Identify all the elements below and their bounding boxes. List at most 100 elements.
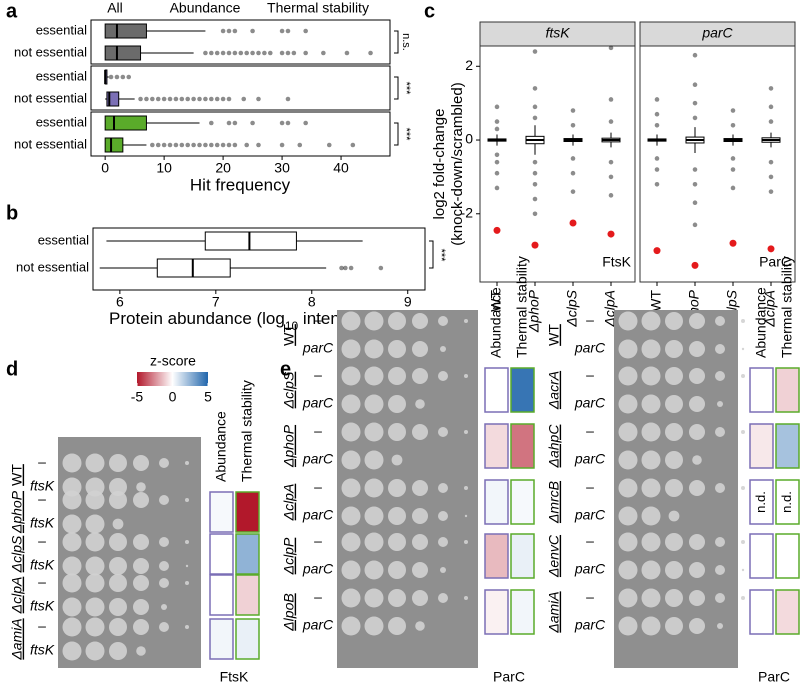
x-tick-label: 30 bbox=[274, 160, 290, 176]
facet-title: parC bbox=[701, 25, 733, 41]
colony-spot bbox=[618, 478, 638, 498]
outlier bbox=[285, 120, 291, 126]
colony-spot bbox=[668, 510, 680, 522]
colony-spot bbox=[85, 453, 105, 473]
protein-label: ParC bbox=[758, 669, 790, 685]
colony-spot bbox=[641, 560, 661, 580]
colony-spot bbox=[412, 534, 428, 550]
row-label: – bbox=[38, 574, 46, 590]
outlier bbox=[654, 111, 660, 117]
colony-spot bbox=[109, 557, 127, 575]
row-label: – bbox=[314, 423, 322, 439]
outlier bbox=[532, 181, 538, 187]
outlier bbox=[214, 142, 220, 148]
outlier bbox=[297, 142, 303, 148]
outlier bbox=[608, 193, 614, 198]
row-label: – bbox=[314, 533, 322, 549]
heat-cell bbox=[510, 533, 535, 579]
outlier bbox=[692, 82, 698, 88]
outlier bbox=[768, 159, 774, 165]
strain-label: ΔclpS bbox=[281, 371, 297, 409]
colony-spot bbox=[641, 394, 661, 414]
colorbar-tick-label: 0 bbox=[169, 389, 177, 405]
colony-spot bbox=[464, 596, 468, 600]
category-label: essential bbox=[36, 68, 87, 83]
colony-spot bbox=[412, 590, 428, 606]
box bbox=[204, 231, 297, 251]
colony-spot bbox=[109, 454, 127, 472]
colony-spot bbox=[62, 641, 82, 661]
heat-cell bbox=[235, 574, 260, 616]
colony-spot bbox=[689, 313, 705, 329]
colony-spot bbox=[618, 311, 638, 331]
outlier bbox=[532, 159, 538, 165]
colony-spot bbox=[412, 480, 428, 496]
outlier bbox=[730, 108, 736, 113]
outlier bbox=[608, 45, 614, 51]
row-label: – bbox=[314, 589, 322, 605]
column-header: Thermal stability bbox=[779, 256, 795, 358]
outlier bbox=[238, 50, 244, 56]
colony-spot bbox=[741, 596, 745, 600]
colony-spot bbox=[715, 537, 725, 547]
x-tick-label: ΔclpS bbox=[564, 289, 580, 327]
colorbar bbox=[137, 372, 208, 386]
outlier bbox=[209, 120, 214, 126]
colony-spot bbox=[415, 399, 425, 409]
colony-spot bbox=[136, 482, 146, 492]
row-label: parC bbox=[302, 507, 334, 523]
colony-spot bbox=[741, 319, 745, 323]
colony-spot bbox=[109, 618, 127, 636]
outlier bbox=[532, 170, 538, 176]
colony-spot bbox=[665, 367, 683, 385]
heat-cell bbox=[510, 423, 535, 469]
outlier bbox=[532, 211, 538, 217]
row-label: ftsK bbox=[30, 557, 55, 573]
significance-bracket bbox=[394, 122, 399, 146]
heat-cell bbox=[775, 423, 800, 469]
target-point bbox=[691, 261, 699, 269]
colony-spot bbox=[438, 427, 448, 437]
x-axis-title: Hit frequency bbox=[190, 175, 291, 194]
colony-spot bbox=[133, 455, 149, 471]
row-label: ftsK bbox=[30, 478, 55, 494]
colony-spot bbox=[641, 366, 661, 386]
colony-spot bbox=[364, 532, 384, 552]
outlier bbox=[768, 104, 774, 110]
colony-spot bbox=[364, 339, 384, 359]
panel-label: b bbox=[6, 202, 18, 224]
outlier bbox=[161, 142, 167, 148]
row-label: – bbox=[586, 423, 594, 439]
outlier bbox=[173, 142, 179, 148]
colony-spot bbox=[665, 395, 683, 413]
outlier bbox=[209, 50, 214, 56]
column-header: Abundance bbox=[488, 287, 504, 358]
y-tick-label: 2 bbox=[465, 57, 473, 73]
colony-spot bbox=[364, 394, 384, 414]
panel-label: e bbox=[280, 358, 291, 380]
strain-label: ΔamiA bbox=[546, 591, 562, 633]
outlier bbox=[179, 96, 185, 102]
outlier bbox=[654, 156, 660, 161]
heat-cell-label: n.d. bbox=[753, 491, 768, 513]
outlier bbox=[608, 119, 614, 124]
outlier bbox=[768, 119, 774, 124]
significance: *** bbox=[435, 249, 447, 263]
outlier bbox=[378, 265, 384, 271]
outlier bbox=[730, 156, 736, 161]
colony-spot bbox=[341, 616, 361, 636]
outlier bbox=[220, 96, 226, 102]
outlier bbox=[654, 181, 660, 187]
x-tick-label: 20 bbox=[215, 160, 231, 176]
outlier bbox=[730, 122, 736, 128]
strain-label: ΔenvC bbox=[546, 534, 562, 578]
colony-spot bbox=[715, 593, 725, 603]
heat-cell bbox=[510, 589, 535, 635]
column-header: Thermal stability bbox=[514, 256, 530, 358]
colony-spot bbox=[364, 560, 384, 580]
strain-label: ΔamiA bbox=[9, 618, 25, 660]
outlier bbox=[570, 108, 576, 113]
target-point bbox=[767, 245, 775, 253]
outlier bbox=[220, 28, 226, 34]
heat-cell bbox=[749, 367, 774, 413]
